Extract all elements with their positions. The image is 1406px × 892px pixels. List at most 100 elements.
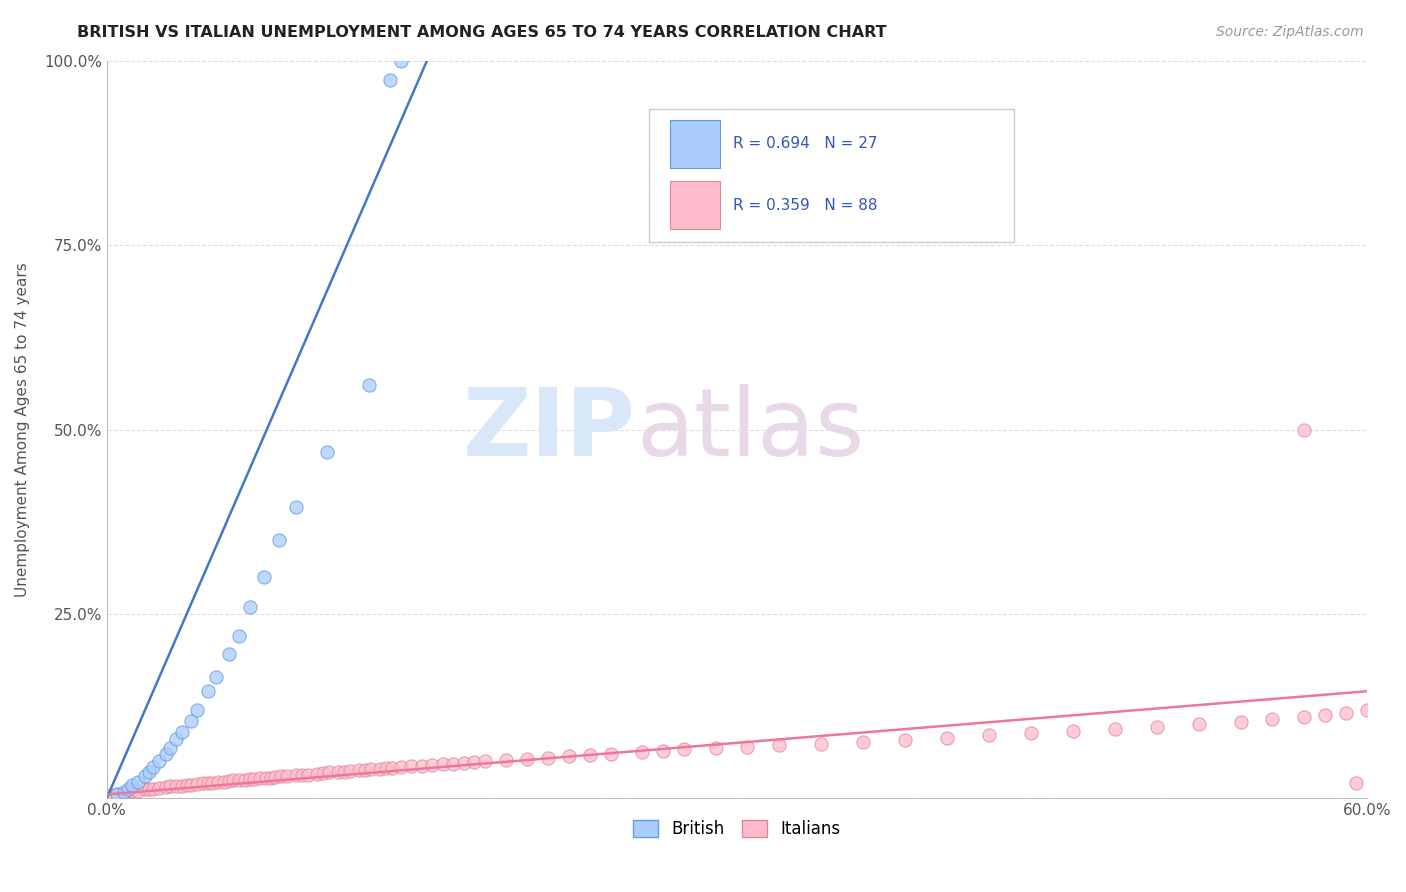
Point bbox=[474, 754, 496, 768]
Point bbox=[599, 747, 621, 761]
Point bbox=[155, 780, 177, 794]
Point bbox=[238, 599, 260, 614]
Point bbox=[1062, 724, 1084, 739]
Point bbox=[165, 732, 187, 747]
Point bbox=[127, 775, 149, 789]
Point bbox=[810, 737, 832, 751]
Point bbox=[121, 784, 143, 798]
Text: BRITISH VS ITALIAN UNEMPLOYMENT AMONG AGES 65 TO 74 YEARS CORRELATION CHART: BRITISH VS ITALIAN UNEMPLOYMENT AMONG AG… bbox=[77, 25, 887, 40]
Point bbox=[339, 764, 361, 778]
Point bbox=[389, 760, 412, 774]
Point bbox=[326, 765, 349, 780]
Point bbox=[291, 767, 314, 781]
Text: R = 0.359   N = 88: R = 0.359 N = 88 bbox=[733, 198, 877, 213]
Point bbox=[977, 729, 1000, 743]
Point bbox=[354, 763, 377, 777]
Point bbox=[254, 771, 277, 785]
Point bbox=[112, 786, 135, 800]
Point bbox=[495, 753, 517, 767]
Point bbox=[453, 756, 475, 770]
Point bbox=[180, 714, 202, 728]
Legend: British, Italians: British, Italians bbox=[627, 814, 846, 845]
Point bbox=[259, 771, 281, 785]
Text: atlas: atlas bbox=[636, 384, 865, 475]
Point bbox=[100, 788, 122, 802]
Point bbox=[578, 748, 600, 763]
Point bbox=[1019, 726, 1042, 740]
Point bbox=[631, 746, 654, 760]
Point bbox=[305, 767, 328, 781]
Point bbox=[176, 778, 198, 792]
Point bbox=[159, 780, 181, 794]
Point bbox=[197, 684, 219, 698]
Point bbox=[105, 788, 128, 802]
Point bbox=[463, 755, 485, 769]
Point bbox=[186, 777, 208, 791]
Point bbox=[399, 759, 422, 773]
Point bbox=[112, 785, 135, 799]
Point bbox=[249, 771, 271, 785]
Point bbox=[735, 739, 758, 754]
Point bbox=[138, 765, 160, 780]
Point bbox=[172, 724, 194, 739]
Point bbox=[284, 768, 307, 782]
Point bbox=[318, 765, 340, 780]
Text: Source: ZipAtlas.com: Source: ZipAtlas.com bbox=[1216, 25, 1364, 39]
Point bbox=[127, 784, 149, 798]
Point bbox=[148, 754, 170, 768]
Point bbox=[381, 761, 404, 775]
Bar bbox=[671, 181, 720, 229]
Text: ZIP: ZIP bbox=[463, 384, 636, 475]
Point bbox=[228, 629, 250, 643]
Point bbox=[316, 444, 339, 458]
Point bbox=[380, 72, 402, 87]
Point bbox=[1334, 706, 1357, 720]
FancyBboxPatch shape bbox=[648, 109, 1014, 242]
Point bbox=[214, 775, 236, 789]
Point bbox=[238, 772, 260, 786]
Point bbox=[852, 735, 875, 749]
Point bbox=[276, 769, 298, 783]
Point bbox=[267, 533, 290, 548]
Point bbox=[411, 758, 433, 772]
Point bbox=[375, 761, 398, 775]
Point bbox=[284, 500, 307, 514]
Point bbox=[218, 648, 240, 662]
Point bbox=[117, 785, 139, 799]
Point bbox=[1355, 703, 1378, 717]
Point bbox=[368, 762, 391, 776]
Point bbox=[1104, 722, 1126, 736]
Point bbox=[148, 780, 170, 795]
Point bbox=[142, 760, 165, 774]
Point bbox=[165, 780, 187, 794]
Point bbox=[1146, 720, 1168, 734]
Text: R = 0.694   N = 27: R = 0.694 N = 27 bbox=[733, 136, 877, 151]
Point bbox=[652, 744, 675, 758]
Point bbox=[235, 772, 257, 787]
Point bbox=[432, 757, 454, 772]
Point bbox=[1188, 717, 1211, 731]
Point bbox=[159, 741, 181, 756]
Point bbox=[242, 772, 264, 786]
Point bbox=[121, 778, 143, 792]
Point bbox=[297, 767, 319, 781]
Point bbox=[516, 752, 538, 766]
Point bbox=[218, 774, 240, 789]
Point bbox=[193, 776, 215, 790]
Point bbox=[172, 779, 194, 793]
Point bbox=[312, 766, 335, 780]
Point bbox=[359, 378, 381, 392]
Point bbox=[768, 738, 790, 752]
Point bbox=[893, 733, 915, 747]
Point bbox=[253, 570, 276, 584]
Point bbox=[673, 742, 696, 756]
Point bbox=[270, 769, 292, 783]
Point bbox=[558, 749, 581, 764]
Point bbox=[1292, 710, 1315, 724]
Point bbox=[197, 776, 219, 790]
Point bbox=[389, 54, 412, 69]
Point bbox=[142, 781, 165, 796]
Point bbox=[263, 770, 285, 784]
Point bbox=[935, 731, 957, 745]
Point bbox=[1313, 707, 1336, 722]
